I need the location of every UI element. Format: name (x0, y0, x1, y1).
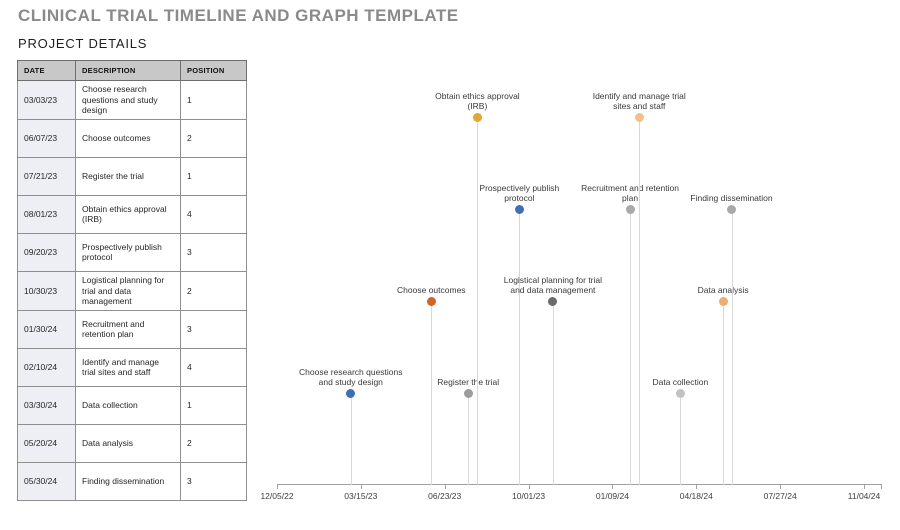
event-stem (552, 301, 554, 485)
x-axis-tick-label: 04/18/24 (679, 491, 713, 501)
x-axis-tick-label: 10/01/23 (512, 491, 546, 501)
description-cell: Choose research questions and study desi… (75, 80, 181, 120)
section-title-project-details: PROJECT DETAILS (18, 36, 148, 51)
position-cell: 4 (180, 194, 247, 234)
event-stem (468, 393, 470, 485)
x-axis-tick (612, 484, 614, 489)
position-cell: 2 (180, 270, 247, 311)
event-stem (477, 117, 479, 485)
x-axis-tick-label: 11/04/24 (847, 491, 881, 501)
event-label: Data collection (652, 376, 709, 387)
event-stem (639, 117, 641, 485)
position-cell: 2 (180, 118, 247, 158)
event-stem (731, 209, 733, 485)
event-marker-dot (718, 296, 728, 306)
x-axis-tick (696, 484, 698, 489)
table-header-row: DATE DESCRIPTION POSITION (17, 60, 247, 81)
event-marker-dot (426, 296, 436, 306)
table-row: 05/30/24 Finding dissemination 3 (17, 461, 247, 501)
date-cell: 09/20/23 (17, 232, 76, 272)
event-marker-dot (514, 204, 524, 214)
event-marker-dot (634, 112, 644, 122)
position-cell: 3 (180, 309, 247, 349)
event-label: Data analysis (697, 284, 749, 295)
event-stem (680, 393, 682, 485)
date-cell: 03/30/24 (17, 385, 76, 425)
event-stem (630, 209, 632, 485)
project-details-table: DATE DESCRIPTION POSITION 03/03/23 Choose r… (17, 60, 247, 501)
x-axis-tick-label: 07/27/24 (763, 491, 797, 501)
event-label: Recruitment and retention plan (581, 182, 679, 203)
table-row: 06/07/23 Choose outcomes 2 (17, 118, 247, 158)
event-label: Prospectively publish protocol (479, 182, 560, 203)
event-label: Logistical planning for trial and data m… (503, 274, 603, 295)
date-cell: 01/30/24 (17, 309, 76, 349)
x-axis-tick (277, 484, 278, 489)
date-cell: 07/21/23 (17, 156, 76, 196)
event-stem (519, 209, 521, 485)
x-axis-tick (444, 484, 446, 489)
event-label: Choose research questions and study desi… (299, 366, 403, 387)
event-marker-dot (346, 388, 356, 398)
description-cell: Logistical planning for trial and data m… (75, 270, 181, 311)
table-row: 03/30/24 Data collection 1 (17, 385, 247, 425)
table-row: 07/21/23 Register the trial 1 (17, 156, 247, 196)
position-cell: 2 (180, 423, 247, 463)
event-label: Obtain ethics approval (IRB) (435, 90, 520, 111)
table-row: 10/30/23 Logistical planning for trial an… (17, 270, 247, 311)
event-label: Choose outcomes (397, 284, 466, 295)
table-row: 02/10/24 Identify and manage trial sites … (17, 347, 247, 387)
description-cell: Register the trial (75, 156, 181, 196)
date-cell: 06/07/23 (17, 118, 76, 158)
column-header-position: POSITION (180, 60, 247, 81)
position-cell: 1 (180, 80, 247, 120)
column-header-description: DESCRIPTION (75, 60, 181, 81)
event-label: Identify and manage trial sites and staf… (592, 90, 686, 111)
event-marker-dot (727, 204, 736, 214)
x-axis-tick (360, 484, 362, 489)
event-marker-dot (675, 388, 685, 398)
event-marker-dot (625, 204, 635, 214)
position-cell: 1 (180, 156, 247, 196)
position-cell: 3 (180, 232, 247, 272)
description-cell: Prospectively publish protocol (75, 232, 181, 272)
x-axis-line (277, 484, 882, 485)
x-axis-tick-label: 03/15/23 (344, 491, 378, 501)
position-cell: 3 (180, 461, 247, 501)
table-row: 09/20/23 Prospectively publish protocol 3 (17, 232, 247, 272)
description-cell: Data collection (75, 385, 181, 425)
table-row: 03/03/23 Choose research questions and st… (17, 80, 247, 120)
event-marker-dot (472, 112, 482, 122)
table-row: 01/30/24 Recruitment and retention plan 3 (17, 309, 247, 349)
event-label: Register the trial (437, 376, 500, 387)
position-cell: 4 (180, 347, 247, 387)
event-stem (431, 301, 433, 485)
x-axis-tick (780, 484, 782, 489)
description-cell: Finding dissemination (75, 461, 181, 501)
event-marker-dot (463, 388, 473, 398)
position-cell: 1 (180, 385, 247, 425)
event-stem (350, 393, 352, 485)
x-axis-end-tick (881, 484, 882, 489)
date-cell: 08/01/23 (17, 194, 76, 234)
x-axis-tick (864, 484, 865, 489)
date-cell: 02/10/24 (17, 347, 76, 387)
page-title: CLINICAL TRIAL TIMELINE AND GRAPH TEMPLA… (18, 6, 459, 25)
x-axis-tick-label: 12/05/22 (260, 491, 294, 501)
x-axis-tick-label: 06/23/23 (428, 491, 462, 501)
event-marker-dot (548, 296, 558, 306)
x-axis-tick (528, 484, 530, 489)
event-label: Finding dissemination (690, 192, 773, 203)
x-axis-tick-label: 01/09/24 (595, 491, 629, 501)
event-stem (723, 301, 725, 485)
column-header-date: DATE (17, 60, 76, 81)
